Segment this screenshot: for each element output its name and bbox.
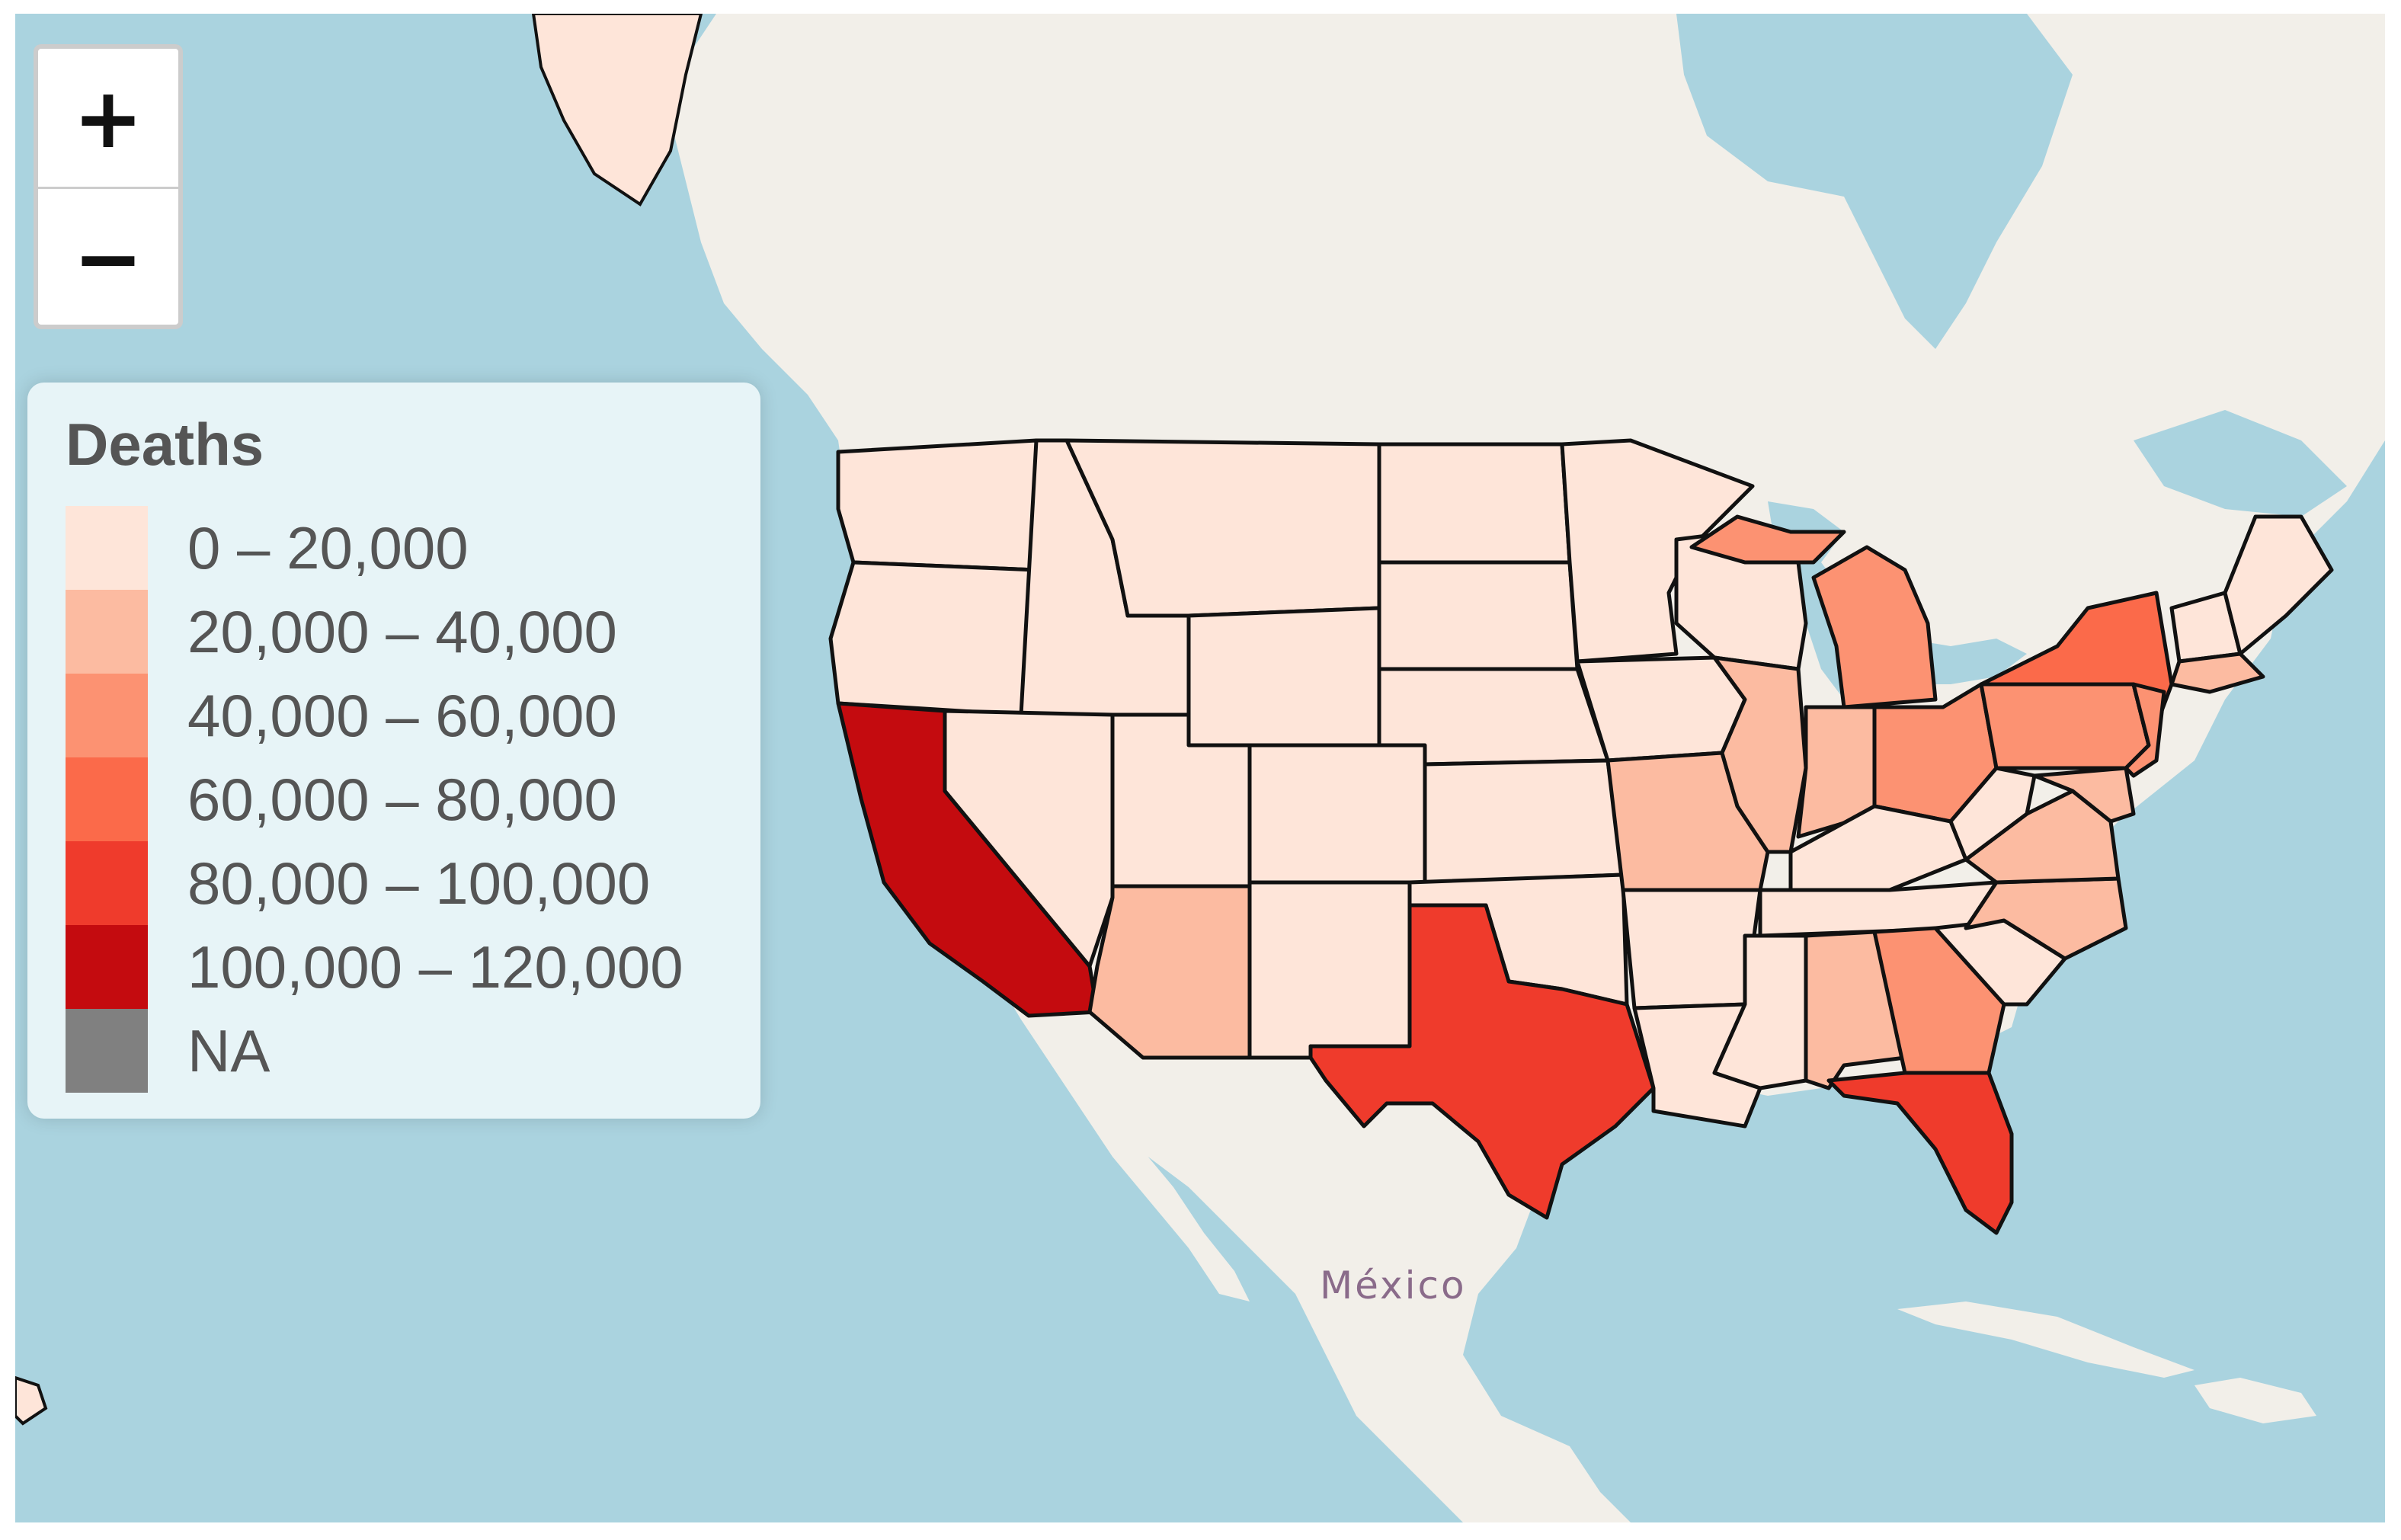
state-massachusetts[interactable] — [2169, 652, 2265, 694]
state-michigan[interactable] — [1811, 545, 1938, 709]
state-maryland-delaware[interactable] — [2032, 766, 2136, 824]
state-arkansas[interactable] — [1621, 888, 1762, 1010]
country-label-mexico: México — [1320, 1263, 1467, 1308]
legend-row: 40,000 – 60,000 — [66, 674, 760, 757]
state-michigan-up[interactable] — [1689, 514, 1846, 565]
legend-row: 100,000 – 120,000 — [66, 925, 760, 1009]
legend-label: 80,000 – 100,000 — [187, 849, 651, 917]
legend-row: NA — [66, 1009, 760, 1093]
baja-peninsula — [1036, 1020, 1250, 1301]
hudson-bay — [1676, 14, 2073, 349]
legend-label: 0 – 20,000 — [187, 514, 469, 581]
zoom-in-button[interactable]: + — [72, 69, 144, 167]
state-south-dakota[interactable] — [1377, 560, 1580, 671]
state-colorado[interactable] — [1247, 743, 1427, 885]
legend-label: 40,000 – 60,000 — [187, 681, 617, 749]
hawaii-island — [15, 1375, 48, 1426]
legend-swatch — [66, 757, 148, 841]
legend-swatch — [66, 590, 148, 674]
state-nevada[interactable] — [943, 709, 1115, 969]
legend-row: 20,000 – 40,000 — [66, 590, 760, 674]
legend-swatch — [66, 841, 148, 925]
legend-row: 80,000 – 100,000 — [66, 841, 760, 925]
legend-label: 60,000 – 80,000 — [187, 765, 617, 833]
legend-label: 100,000 – 120,000 — [187, 933, 683, 1001]
legend-title: Deaths — [66, 411, 264, 478]
state-minnesota[interactable] — [1560, 438, 1755, 664]
legend-label: NA — [187, 1017, 271, 1084]
state-arizona[interactable] — [1087, 884, 1252, 1060]
state-wyoming[interactable] — [1186, 606, 1381, 748]
state-maine[interactable] — [2223, 514, 2334, 656]
zoom-control: + − — [34, 44, 183, 329]
state-new-jersey[interactable] — [2124, 682, 2166, 778]
legend-row: 60,000 – 80,000 — [66, 757, 760, 841]
gulf-of-st-lawrence — [2134, 410, 2347, 517]
alaska-coast — [531, 14, 703, 207]
map-canvas[interactable]: México — [15, 14, 2385, 1522]
state-kansas[interactable] — [1423, 758, 1625, 885]
state-new-mexico[interactable] — [1247, 880, 1412, 1060]
legend-label: 20,000 – 40,000 — [187, 597, 617, 665]
state-florida[interactable] — [1826, 1071, 2014, 1235]
legend-swatch — [66, 506, 148, 590]
state-washington[interactable] — [836, 438, 1039, 572]
cuba — [1897, 1301, 2195, 1378]
state-oregon[interactable] — [828, 560, 1039, 717]
state-pennsylvania[interactable] — [1979, 682, 2151, 770]
legend-row: 0 – 20,000 — [66, 506, 760, 590]
state-georgia[interactable] — [1872, 926, 2006, 1075]
state-west-virginia[interactable] — [1948, 766, 2037, 862]
legend-swatch — [66, 674, 148, 757]
state-north-dakota[interactable] — [1377, 442, 1572, 565]
state-iowa[interactable] — [1575, 655, 1747, 763]
legend-swatch — [66, 1009, 148, 1093]
state-illinois[interactable] — [1712, 655, 1808, 854]
choropleth-svg — [15, 14, 2385, 1522]
states-layer — [828, 438, 2334, 1235]
zoom-out-button[interactable]: − — [38, 187, 178, 325]
great-lakes — [1768, 501, 2027, 700]
hispaniola — [2195, 1378, 2316, 1423]
legend: Deaths 0 – 20,000 20,000 – 40,000 40,000… — [27, 383, 760, 1119]
state-texas[interactable] — [1308, 903, 1656, 1220]
legend-swatch — [66, 925, 148, 1009]
